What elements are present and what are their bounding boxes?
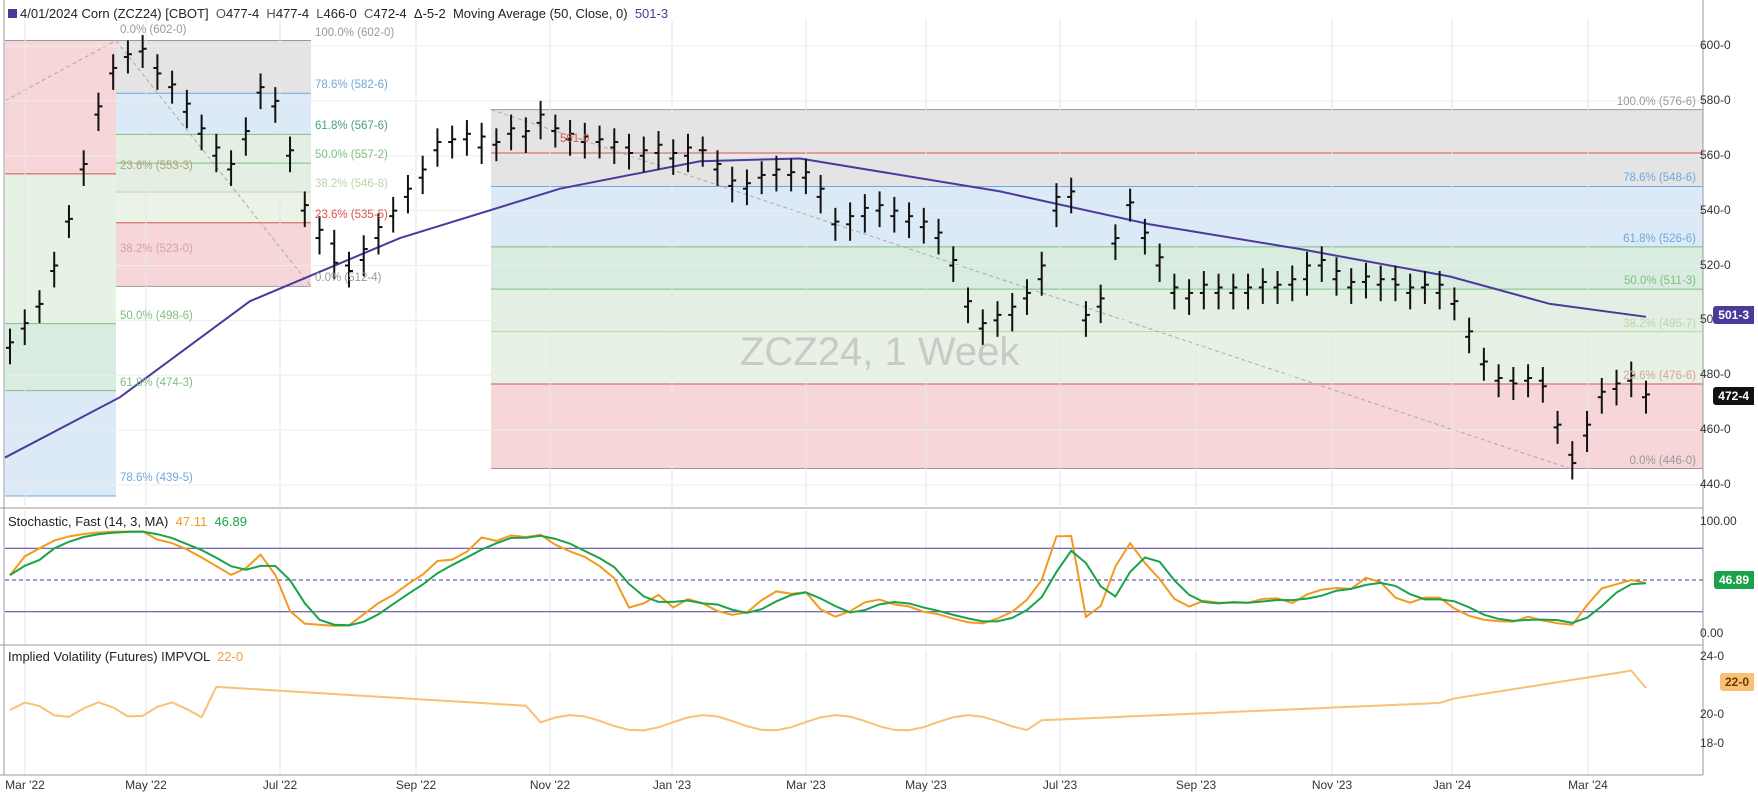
trend-line (115, 40, 312, 287)
fib-zone (5, 323, 116, 391)
iv-value: 22-0 (217, 649, 244, 664)
fib-label: 61.8% (567-6) (315, 120, 388, 133)
time-axis-label: Nov '22 (529, 778, 571, 792)
time-axis-label: Jul '23 (1042, 778, 1078, 792)
time-axis-label: Mar '22 (5, 778, 45, 792)
symbol-line: 4/01/2024 Corn (ZCZ24) [CBOT] (20, 6, 209, 21)
fib-label: 0.0% (512-4) (315, 272, 382, 285)
price-axis-label: 560-0 (1700, 147, 1731, 162)
high-value: 477-4 (275, 6, 310, 21)
fib-label: 50.0% (557-2) (315, 149, 388, 162)
fib-zone (5, 173, 116, 324)
stoch-k-line (9, 530, 1647, 627)
time-axis-label: May '23 (905, 778, 947, 792)
time-axis-label: Sep '22 (395, 778, 437, 792)
time-axis-label: Mar '23 (786, 778, 826, 792)
fib-zone (491, 331, 1703, 385)
fib-label: 23.6% (553-3) (120, 159, 193, 172)
stoch-axis-0: 0.00 (1700, 626, 1724, 640)
time-axis-label: Jan '23 (652, 778, 692, 792)
fib-zone (491, 109, 1703, 154)
price-axis-label: 600-0 (1700, 38, 1731, 52)
chart-watermark: ZCZ24, 1 Week (740, 330, 1020, 374)
price-axis-label: 520-0 (1700, 257, 1731, 272)
stochastic-panel (5, 530, 1703, 627)
time-axis-label: Jul '22 (262, 778, 298, 792)
fib-label: 100.0% (602-0) (315, 26, 395, 39)
resistance-label: 561-0 (560, 133, 590, 145)
trend-line (490, 109, 1571, 470)
chart-header: 4/01/2024 Corn (ZCZ24) [CBOT] O477-4 H47… (8, 6, 668, 21)
ma-path (4, 157, 1647, 459)
time-axis-label: May '22 (125, 778, 167, 792)
low-value: 466-0 (323, 6, 357, 21)
fib-zone (116, 222, 311, 287)
fib-zone (491, 384, 1703, 469)
stoch-header: Stochastic, Fast (14, 3, MA) 47.11 46.89 (8, 514, 247, 529)
fib-label: 38.2% (495-7) (1623, 317, 1696, 330)
iv-line (9, 669, 1647, 732)
last-price-badge: 472-4 (1713, 387, 1754, 405)
fib-zone (491, 186, 1703, 247)
fib-zone (491, 246, 1703, 290)
price-axis-label: 460-0 (1700, 422, 1731, 437)
iv-axis-18: 18-0 (1700, 736, 1725, 750)
trend-line (4, 40, 117, 102)
fib-label: 38.2% (546-8) (315, 177, 388, 190)
time-axis-label: Sep '23 (1175, 778, 1217, 792)
fib-label: 23.6% (476-6) (1623, 370, 1696, 383)
fib-label: 50.0% (511-3) (1623, 275, 1696, 288)
fib-label: 78.6% (582-6) (315, 79, 388, 92)
iv-axis-24: 24-0 (1700, 649, 1725, 663)
open-value: 477-4 (225, 6, 260, 21)
stoch-axis-100: 100.00 (1700, 514, 1737, 528)
fib-zone (491, 153, 1703, 187)
ma-label: Moving Average (50, Close, 0) (452, 6, 628, 21)
stoch-k-value: 47.11 (175, 514, 208, 529)
fib-label: 78.6% (548-6) (1623, 172, 1696, 185)
moving-average-line (4, 157, 1647, 459)
fib-label: 0.0% (602-0) (120, 24, 187, 37)
fib-label: 61.8% (526-6) (1623, 232, 1696, 245)
stoch-d-line (9, 530, 1647, 627)
fib-label: 38.2% (523-0) (120, 243, 193, 256)
stoch-badge: 46.89 (1713, 571, 1754, 589)
iv-badge: 22-0 (1719, 673, 1754, 691)
time-axis-label: Nov '23 (1311, 778, 1353, 792)
iv-panel (9, 669, 1647, 732)
price-axis-label: 540-0 (1700, 202, 1731, 217)
close-value: 472-4 (373, 6, 407, 21)
change-value: Δ-5-2 (413, 6, 446, 21)
fib-label: 100.0% (576-6) (1616, 95, 1696, 108)
fib-zone (116, 40, 311, 94)
iv-header: Implied Volatility (Futures) IMPVOL 22-0 (8, 649, 243, 664)
price-bars (6, 35, 1650, 480)
time-axis-label: Mar '24 (1568, 778, 1608, 792)
fib-zone (116, 191, 311, 223)
iv-axis-20: 20-0 (1700, 707, 1725, 721)
fib-zone (491, 289, 1703, 332)
grid-lines (0, 0, 1704, 776)
fib-label: 0.0% (446-0) (1629, 454, 1696, 467)
stoch-title: Stochastic, Fast (14, 3, MA) (8, 514, 169, 529)
fib-zone (116, 93, 311, 135)
price-axis-label: 480-0 (1700, 367, 1731, 382)
time-axis-label: Jan '24 (1432, 778, 1472, 792)
price-axis-label: 580-0 (1700, 92, 1731, 107)
stoch-d-value: 46.89 (214, 514, 247, 529)
fib-label: 78.6% (439-5) (120, 472, 193, 485)
fib-label: 23.6% (535-5) (315, 208, 388, 221)
fib-zone (5, 390, 116, 496)
ma-value: 501-3 (634, 6, 669, 21)
fib-label: 50.0% (498-6) (120, 309, 193, 322)
fib-label: 61.8% (474-3) (120, 376, 193, 389)
price-axis-label: 440-0 (1700, 477, 1731, 491)
iv-title: Implied Volatility (Futures) IMPVOL (8, 649, 210, 664)
series-color-swatch (8, 9, 17, 18)
ma-badge: 501-3 (1713, 306, 1754, 324)
